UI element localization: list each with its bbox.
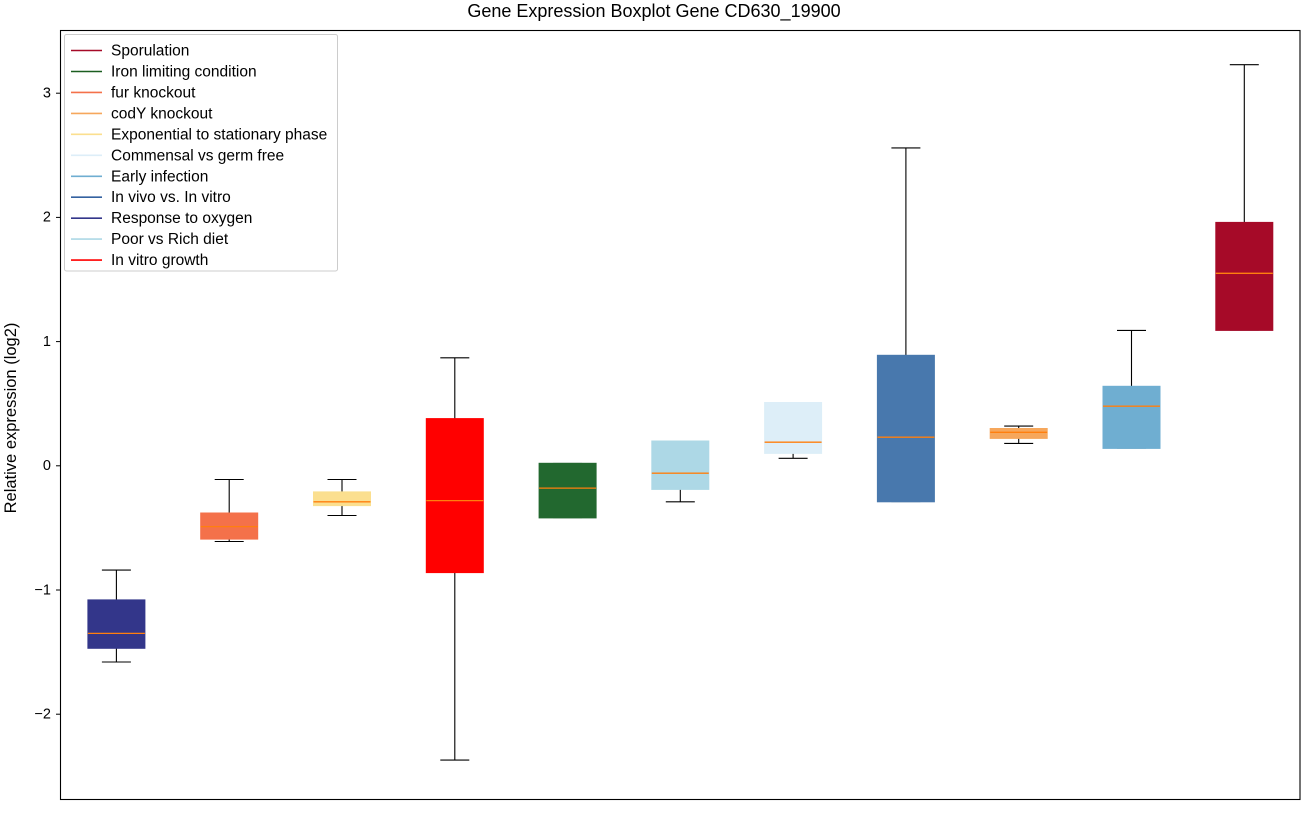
svg-text:fur knockout: fur knockout: [111, 84, 196, 101]
svg-text:Relative expression (log2): Relative expression (log2): [2, 323, 20, 514]
svg-text:−2: −2: [34, 707, 51, 723]
svg-text:−1: −1: [34, 582, 51, 598]
svg-text:3: 3: [43, 86, 51, 102]
svg-text:2: 2: [43, 210, 51, 226]
svg-text:Poor vs Rich diet: Poor vs Rich diet: [111, 231, 229, 248]
svg-text:Sporulation: Sporulation: [111, 43, 189, 60]
svg-text:In vivo vs. In vitro: In vivo vs. In vitro: [111, 189, 231, 206]
svg-text:0: 0: [43, 458, 51, 474]
svg-text:codY knockout: codY knockout: [111, 105, 213, 122]
svg-text:Exponential to stationary phas: Exponential to stationary phase: [111, 126, 327, 143]
svg-text:Early infection: Early infection: [111, 168, 208, 185]
svg-text:Commensal vs germ free: Commensal vs germ free: [111, 147, 284, 164]
svg-text:Gene Expression Boxplot Gene C: Gene Expression Boxplot Gene CD630_19900: [467, 1, 840, 22]
svg-text:Iron limiting condition: Iron limiting condition: [111, 64, 257, 81]
svg-text:Response to oxygen: Response to oxygen: [111, 210, 252, 227]
svg-text:In vitro growth: In vitro growth: [111, 252, 208, 269]
svg-text:1: 1: [43, 334, 51, 350]
